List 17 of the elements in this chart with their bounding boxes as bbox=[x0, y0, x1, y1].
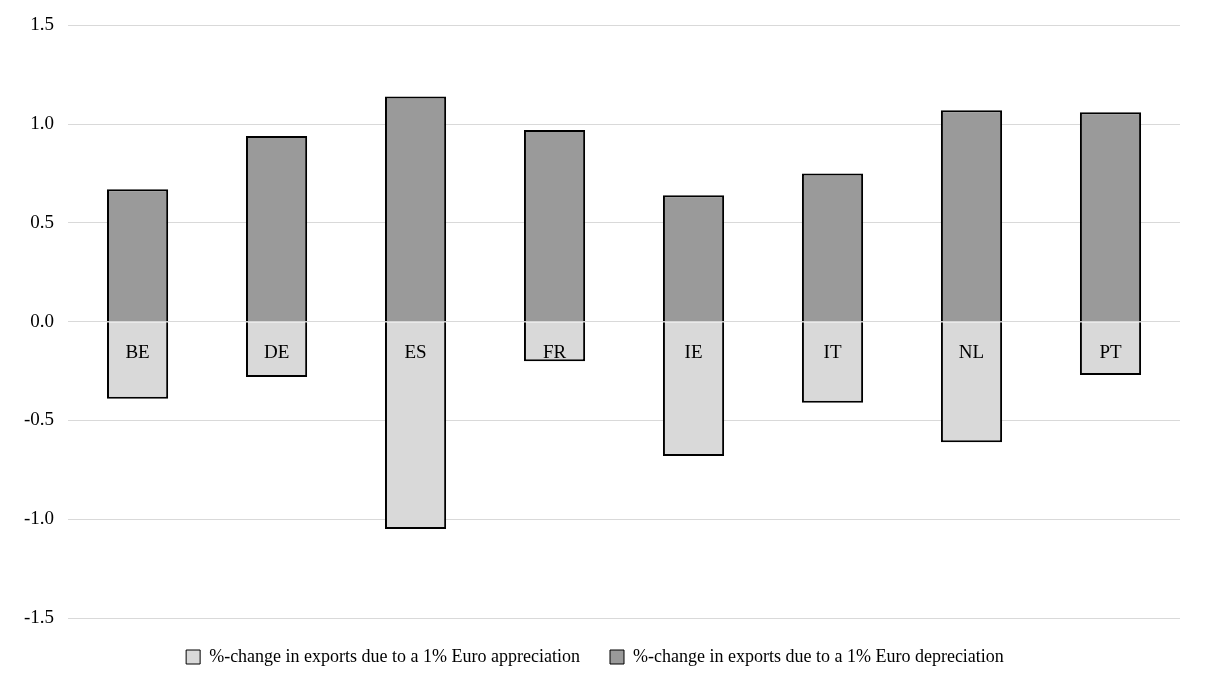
legend-label: %-change in exports due to a 1% Euro appreciation bbox=[209, 645, 581, 666]
x-tick-label: BE bbox=[125, 341, 150, 363]
y-tick-label: -1.0 bbox=[24, 507, 55, 529]
x-tick-label: ES bbox=[404, 341, 427, 363]
x-tick-label: DE bbox=[263, 341, 290, 363]
y-tick-label: -1.5 bbox=[24, 605, 55, 627]
legend-label: %-change in exports due to a 1% Euro depreciation bbox=[633, 645, 1004, 666]
y-tick-label: 1.5 bbox=[30, 13, 55, 35]
x-tick-label: PT bbox=[1099, 341, 1122, 363]
y-tick-label: 0.0 bbox=[30, 309, 55, 331]
x-tick-label: NL bbox=[958, 341, 985, 363]
y-tick-label: -0.5 bbox=[24, 408, 55, 430]
x-tick-label: IT bbox=[823, 341, 842, 363]
y-tick-label: 1.0 bbox=[30, 112, 55, 134]
x-tick-label: FR bbox=[542, 341, 567, 363]
x-tick-label: IE bbox=[684, 341, 703, 363]
y-tick-label: 0.5 bbox=[30, 210, 55, 232]
